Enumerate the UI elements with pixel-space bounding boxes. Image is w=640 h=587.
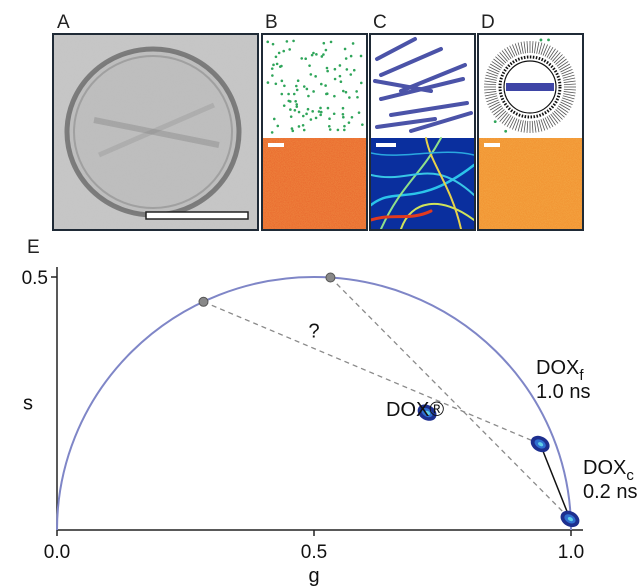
panel-label-a: A xyxy=(57,12,70,33)
scale-bar xyxy=(376,143,396,147)
x-tick-label: 0.5 xyxy=(301,542,327,563)
solid-line xyxy=(539,443,571,520)
dox-free-label: DOXf xyxy=(536,357,584,384)
micrograph-panel-a xyxy=(52,33,259,231)
x-axis-label: g xyxy=(308,565,319,587)
data-cluster xyxy=(530,435,550,453)
scale-bar xyxy=(484,143,500,147)
dashed-line xyxy=(329,277,571,520)
molecule-dots xyxy=(266,39,364,134)
panel-label-e: E xyxy=(27,237,40,258)
dox-complex-label-lifetime: 0.2 ns xyxy=(583,481,637,503)
panel-label-d: D xyxy=(481,12,495,33)
universal-semicircle xyxy=(56,276,572,531)
panel-c xyxy=(369,33,476,231)
panel-b-graphic xyxy=(263,35,366,229)
panel-d-graphic xyxy=(479,35,582,229)
data-cluster xyxy=(560,510,580,528)
unknown-label: ? xyxy=(308,321,319,343)
liposome-micrograph xyxy=(54,35,257,229)
anchor-point xyxy=(325,272,336,283)
data-cluster xyxy=(417,404,437,421)
dox-complex-label: DOXc xyxy=(583,457,634,484)
x-tick-label: 1.0 xyxy=(558,542,584,563)
panel-c-graphic xyxy=(371,35,474,229)
fibre-rods xyxy=(373,37,473,133)
panel-b xyxy=(261,33,368,231)
anchor-point xyxy=(198,296,209,307)
dox-free-label-lifetime: 1.0 ns xyxy=(536,381,590,403)
x-tick-label: 0.0 xyxy=(44,542,70,563)
dashed-line xyxy=(203,301,541,445)
molecule-dots xyxy=(493,38,550,133)
panel-label-b: B xyxy=(265,12,278,33)
scale-bar xyxy=(145,211,249,220)
y-tick-label: 0.5 xyxy=(22,268,48,289)
liposome-schematic xyxy=(484,41,576,133)
panel-label-c: C xyxy=(373,12,387,33)
panel-d xyxy=(477,33,584,231)
drug-crystal xyxy=(506,83,554,91)
y-axis-label: s xyxy=(23,393,33,415)
dox-liposomal-label: DOX® xyxy=(386,399,444,421)
scale-bar xyxy=(268,143,284,147)
